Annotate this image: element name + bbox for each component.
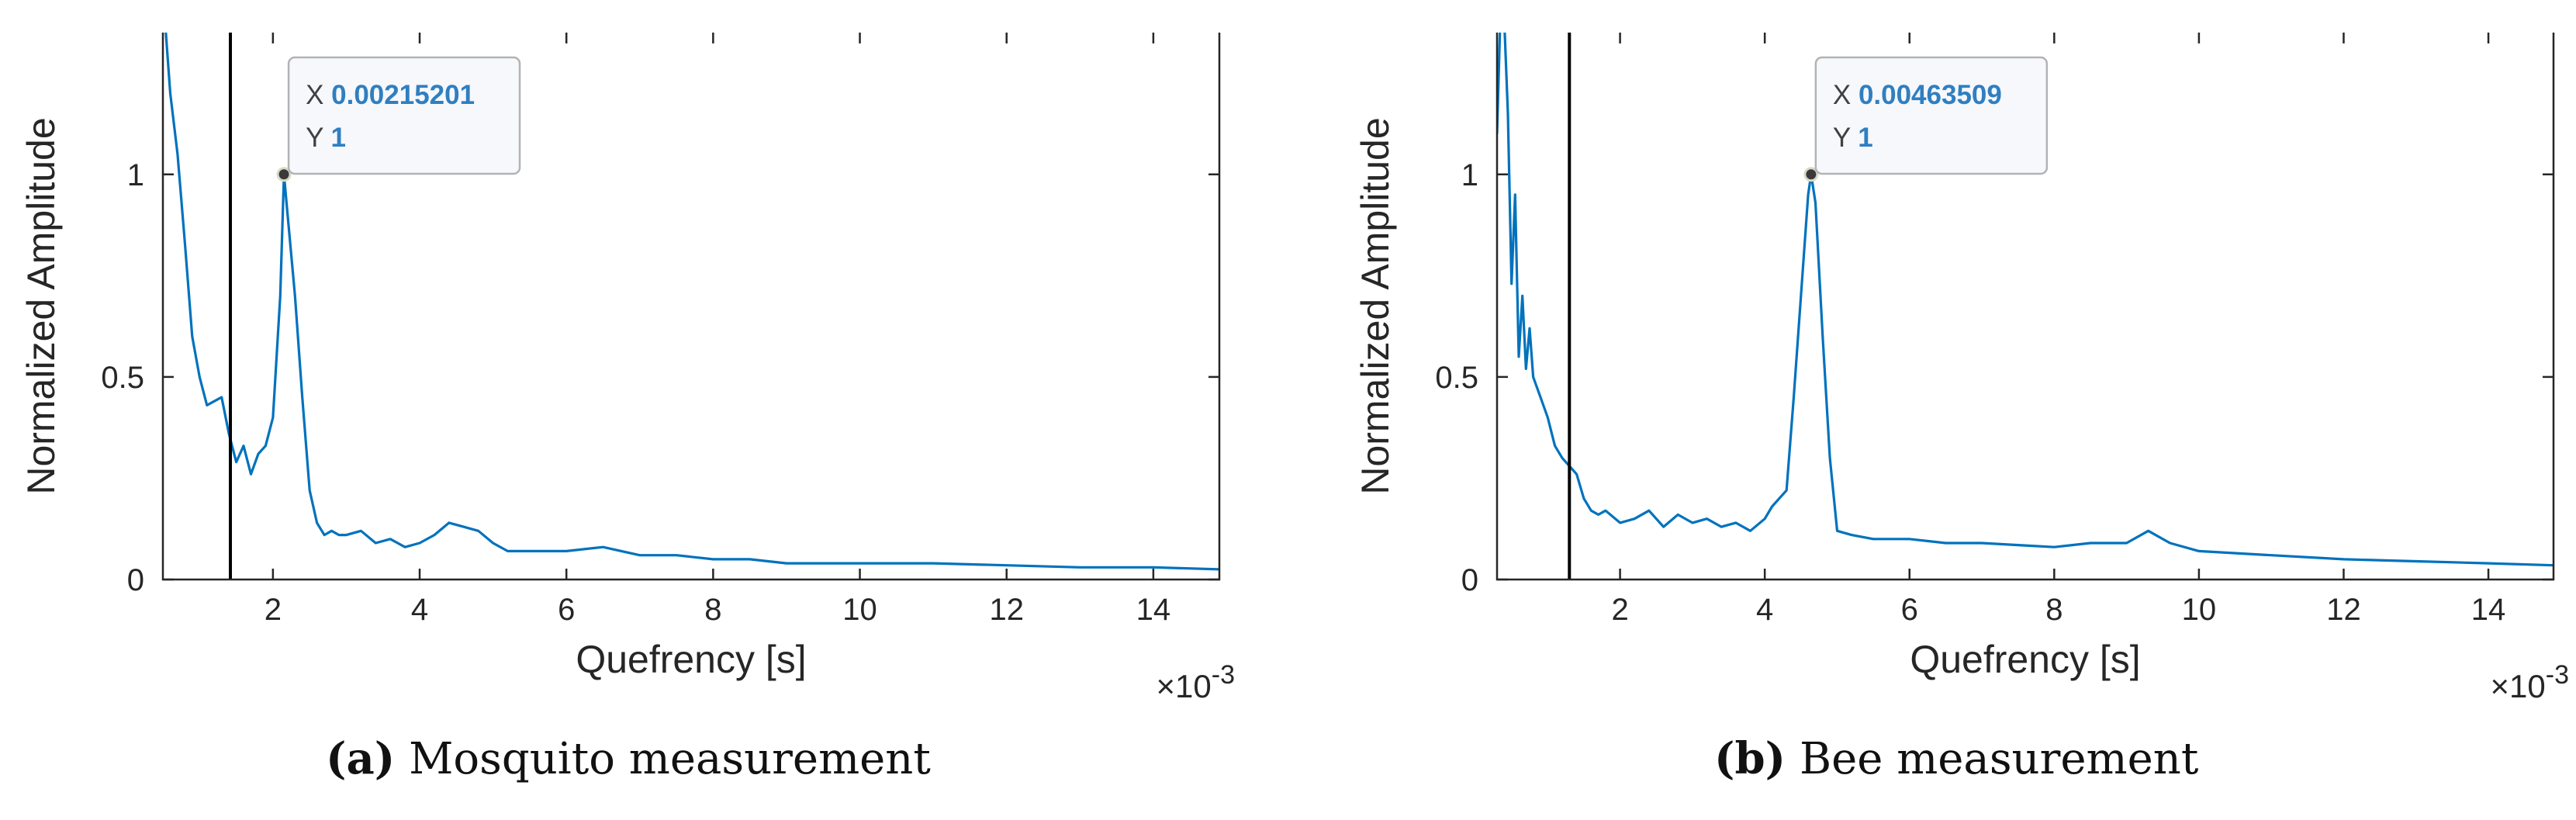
chart-a-x-multiplier-exp: -3 [1212, 660, 1235, 690]
chart-a-ylabel: Normalized Amplitude [19, 117, 63, 494]
chart-a-x-multiplier: ×10-3 [1157, 660, 1235, 704]
chart-b-series-line [1497, 33, 2554, 567]
chart-b-xtick-label: 2 [1611, 593, 1628, 627]
caption-a-text: Mosquito measurement [395, 734, 931, 784]
chart-b-xtick-label: 4 [1756, 593, 1773, 627]
chart-b-x-multiplier: ×10-3 [2491, 660, 2569, 704]
caption-a-tag: (a) [326, 733, 396, 784]
chart-b-xtick-label: 8 [2045, 593, 2063, 627]
chart-b-datatip-y-value: 1 [1858, 123, 1872, 153]
chart-b-xtick-label: 14 [2471, 593, 2506, 627]
chart-b-x-multiplier-exp: -3 [2546, 660, 2569, 690]
chart-a-xtick-label: 6 [558, 593, 575, 627]
chart-a-datatip-x: X 0.00215201 [306, 80, 475, 110]
chart-b-xtick-label: 10 [2182, 593, 2217, 627]
caption-b-text: Bee measurement [1786, 734, 2199, 784]
chart-a-datatip-box [287, 56, 521, 175]
chart-b-datatip-y-label: Y [1833, 123, 1858, 153]
chart-b: 2 4 6 8 10 12 14 0 0.5 1 Quefrency [s] Normalized A… [1354, 33, 2569, 704]
chart-a-xtick-label: 8 [704, 593, 721, 627]
chart-a-xtick-label: 14 [1136, 593, 1171, 627]
chart-a-ytick-label: 0 [127, 563, 144, 597]
chart-b-ylabel: Normalized Amplitude [1354, 117, 1397, 494]
chart-a-xtick-label: 2 [265, 593, 282, 627]
chart-b-datatip-marker [1803, 167, 1819, 182]
chart-b-datatip-x-label: X [1833, 80, 1859, 110]
chart-b-axes [1495, 33, 2555, 581]
chart-b-ytick-label: 0.5 [1435, 361, 1478, 395]
chart-a-datatip-x-label: X [306, 80, 331, 110]
chart-b-datatip-y: Y 1 [1833, 123, 1873, 153]
chart-a-datatip-x-value: 0.00215201 [331, 80, 475, 110]
chart-a-xlabel: Quefrency [s] [576, 638, 806, 681]
chart-b-xtick-label: 12 [2326, 593, 2361, 627]
caption-a: (a) Mosquito measurement [326, 733, 931, 795]
chart-a-xtick-label: 4 [411, 593, 428, 627]
chart-a-ytick-label: 1 [127, 158, 144, 192]
chart-b-ytick-label: 1 [1461, 158, 1478, 192]
chart-b-datatip-x: X 0.00463509 [1833, 80, 2002, 110]
chart-b-datatip-x-value: 0.00463509 [1859, 80, 2002, 110]
caption-b-tag: (b) [1714, 733, 1786, 784]
chart-a-axes [161, 33, 1221, 581]
chart-a-datatip-y-label: Y [306, 123, 330, 153]
chart-a-xtick-label: 10 [842, 593, 877, 627]
chart-a: 2 4 6 8 10 12 14 0 0.5 1 Quefrency [s] Normalized A… [19, 33, 1235, 704]
chart-a-datatip-marker [276, 167, 292, 182]
chart-a-ytick-label: 0.5 [101, 361, 144, 395]
chart-a-xtick-label: 12 [989, 593, 1024, 627]
chart-b-xlabel: Quefrency [s] [1910, 638, 2140, 681]
chart-b-xtick-label: 6 [1901, 593, 1918, 627]
chart-a-series-line [164, 33, 1219, 571]
chart-a-datatip-y-value: 1 [331, 123, 346, 153]
chart-a-datatip-y: Y 1 [306, 123, 346, 153]
chart-b-datatip-box [1814, 56, 2049, 175]
caption-b: (b) Bee measurement [1714, 733, 2198, 795]
chart-b-ytick-label: 0 [1461, 563, 1478, 597]
